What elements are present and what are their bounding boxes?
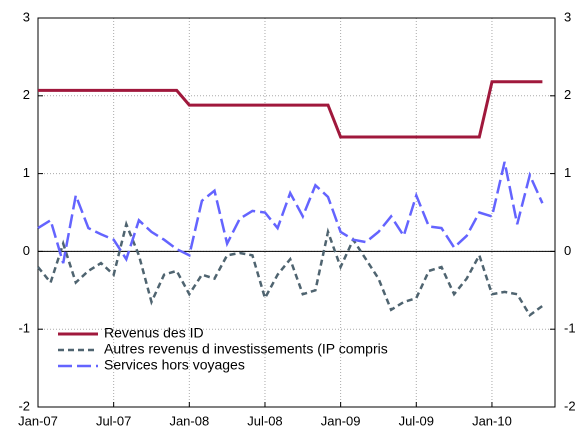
y-tick-label: 0 [23,243,30,258]
x-tick-label: Jan-09 [321,413,361,428]
y-tick-label: 1 [23,165,30,180]
x-tick-label: Jan-08 [169,413,209,428]
y2-tick-label: -2 [564,398,576,413]
legend-label: Autres revenus d investissements (IP com… [104,341,388,357]
y2-tick-label: 1 [564,165,571,180]
x-tick-label: Jan-10 [472,413,512,428]
y2-tick-label: -1 [564,321,576,336]
y-tick-label: -2 [18,398,30,413]
x-tick-label: Jul-07 [96,413,131,428]
y-tick-label: -1 [18,321,30,336]
legend-label: Revenus des ID [104,325,204,341]
y-tick-label: 2 [23,87,30,102]
y2-tick-label: 3 [564,9,571,24]
x-tick-label: Jul-09 [399,413,434,428]
plot-frame [37,17,556,408]
x-tick-label: Jul-08 [247,413,282,428]
y2-tick-label: 2 [564,87,571,102]
x-tick-label: Jan-07 [18,413,58,428]
y2-tick-label: 0 [564,243,571,258]
series-line [37,161,544,264]
series-line [37,220,544,318]
y-tick-label: 3 [23,9,30,24]
legend-label: Services hors voyages [104,357,245,373]
series-line [38,80,543,139]
